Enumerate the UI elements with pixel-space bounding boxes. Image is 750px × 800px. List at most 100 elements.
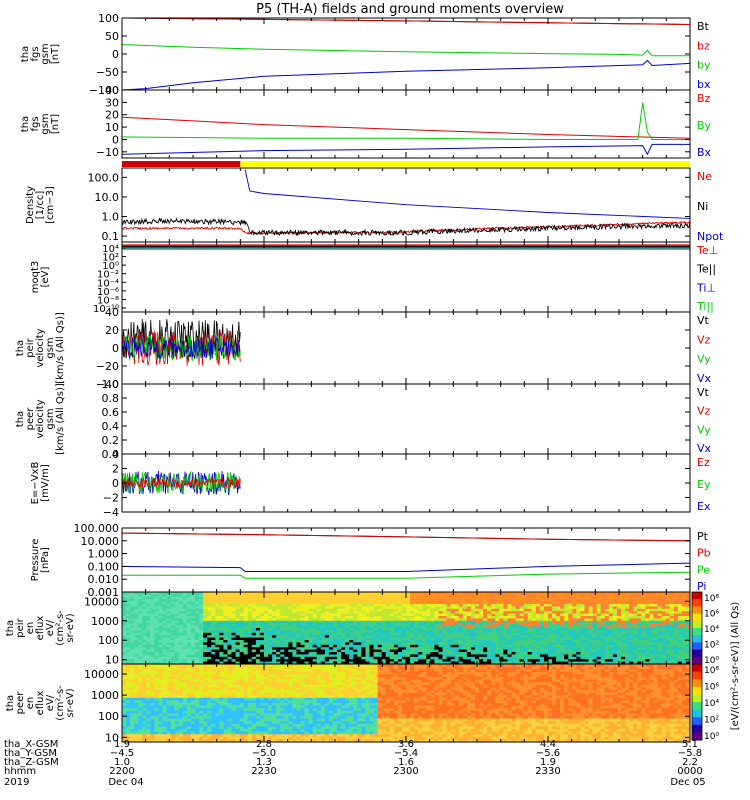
heat-cell — [458, 628, 464, 631]
heat-cell — [122, 601, 127, 605]
heat-cell — [239, 625, 245, 629]
heat-cell — [280, 604, 285, 607]
heat-cell — [138, 601, 143, 605]
heat-cell — [608, 630, 614, 634]
heat-cell — [320, 632, 326, 636]
heat-cell — [219, 647, 224, 650]
heat-cell — [556, 659, 561, 662]
heat-cell — [195, 656, 200, 660]
heat-cell — [349, 628, 354, 631]
heat-cell — [462, 592, 468, 595]
heat-cell — [596, 601, 602, 605]
heat-cell — [681, 630, 687, 634]
heat-cell — [126, 640, 131, 643]
heat-cell — [345, 656, 350, 660]
heat-cell — [661, 596, 666, 600]
heat-cell — [568, 606, 573, 610]
heat-cell — [543, 616, 549, 619]
heat-cell — [430, 642, 435, 646]
heat-cell — [353, 637, 358, 641]
heat-cell — [126, 734, 131, 738]
heat-cell — [612, 642, 618, 646]
heat-cell — [227, 623, 232, 626]
heat-cell — [487, 659, 492, 662]
heat-cell — [552, 601, 557, 605]
heat-cell — [511, 604, 516, 607]
heat-cell — [316, 661, 322, 664]
heat-cell — [264, 623, 269, 626]
heat-cell — [450, 661, 455, 664]
heat-cell — [499, 637, 504, 641]
heat-cell — [507, 640, 512, 643]
heat-cell — [259, 623, 265, 626]
heat-cell — [519, 618, 524, 622]
heat-cell — [661, 613, 666, 617]
heat-cell — [479, 640, 484, 643]
heat-cell — [604, 628, 610, 631]
heat-cell — [154, 632, 159, 636]
heat-cell — [211, 618, 216, 622]
heat-cell — [122, 613, 127, 617]
heat-cell — [434, 656, 439, 660]
heat-cell — [539, 604, 545, 607]
heat-cell — [231, 606, 236, 610]
heat-cell — [645, 592, 650, 595]
heat-cell — [320, 606, 326, 610]
heat-cell — [397, 618, 403, 622]
heat-cell — [300, 642, 305, 646]
series-Pb — [122, 532, 690, 542]
heat-cell — [304, 601, 309, 605]
heat-cell — [227, 599, 232, 602]
heat-cell — [470, 606, 476, 610]
heat-cell — [337, 632, 342, 636]
heat-cell — [511, 601, 516, 605]
heat-cell — [304, 596, 309, 600]
heat-cell — [466, 632, 472, 636]
heat-cell — [186, 616, 192, 619]
heat-cell — [284, 661, 289, 664]
heat-cell — [385, 661, 391, 664]
heat-cell — [673, 625, 679, 629]
heat-cell — [393, 635, 399, 638]
heat-cell — [211, 661, 216, 664]
heat-cell — [231, 644, 236, 648]
heat-cell — [280, 611, 285, 614]
heat-cell — [677, 618, 683, 622]
heat-cell — [134, 620, 139, 624]
heat-cell — [470, 594, 476, 598]
heat-cell — [535, 637, 541, 641]
heat-cell — [462, 604, 468, 607]
heat-cell — [442, 611, 447, 614]
heat-cell — [681, 608, 687, 612]
heat-cell — [568, 625, 573, 629]
heat-cell — [211, 659, 216, 662]
heat-cell — [438, 635, 443, 638]
heat-cell — [162, 637, 167, 641]
heat-cell — [483, 644, 488, 648]
heat-cell — [174, 606, 180, 610]
heat-cell — [259, 599, 265, 602]
heat-cell — [527, 661, 533, 664]
heat-cell — [280, 644, 285, 648]
heat-cell — [146, 630, 151, 634]
heat-cell — [292, 630, 297, 634]
heat-cell — [312, 592, 318, 595]
heat-cell — [556, 592, 561, 595]
heat-cell — [665, 640, 671, 643]
heat-cell — [653, 632, 658, 636]
heat-cell — [357, 635, 362, 638]
heat-cell — [641, 647, 646, 650]
figure-title: P5 (TH-A) fields and ground moments over… — [256, 2, 564, 17]
heat-cell — [300, 601, 305, 605]
heat-cell — [454, 616, 460, 619]
heat-cell — [381, 604, 387, 607]
ytick-label: 1.0 — [102, 378, 120, 391]
heat-cell — [292, 613, 297, 617]
heat-cell — [499, 606, 504, 610]
heat-cell — [418, 656, 423, 660]
heat-cell — [207, 652, 212, 655]
heat-cell — [665, 661, 671, 664]
heat-cell — [170, 599, 176, 602]
